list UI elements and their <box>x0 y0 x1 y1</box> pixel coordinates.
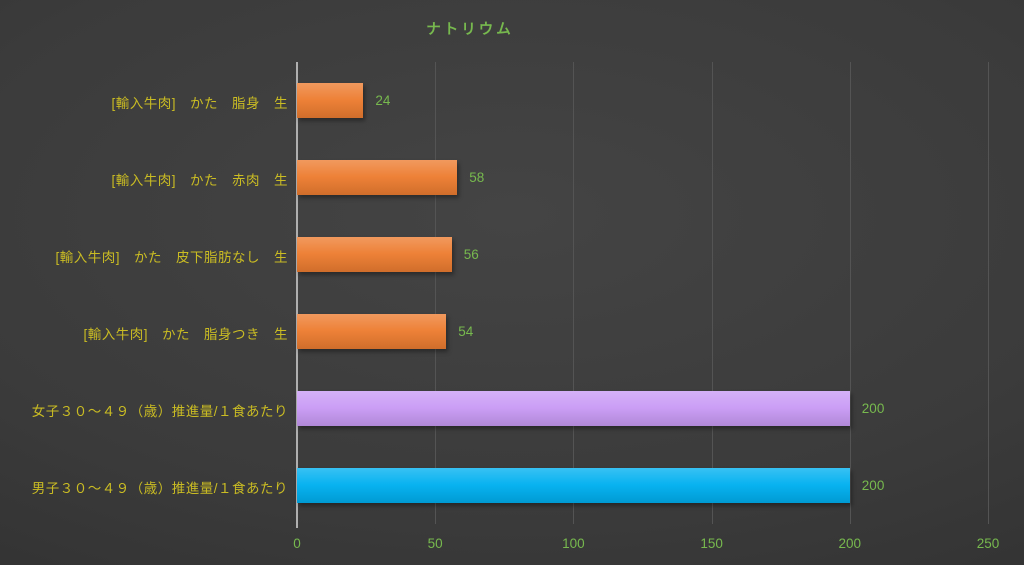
bar <box>297 160 458 195</box>
category-label: [輸入牛肉] かた 脂身つき 生 <box>83 326 288 342</box>
y-axis-line <box>296 62 298 528</box>
data-label: 200 <box>861 477 885 493</box>
data-label: 54 <box>458 323 474 339</box>
data-label: 56 <box>463 246 479 262</box>
chart-title: ナトリウム <box>426 22 514 38</box>
data-label: 58 <box>469 169 485 185</box>
x-axis-tick-label: 50 <box>427 536 443 551</box>
vertical-gridline <box>849 62 851 524</box>
category-label: [輸入牛肉] かた 赤肉 生 <box>111 172 288 188</box>
x-axis-tick-label: 100 <box>562 536 585 551</box>
data-label: 200 <box>861 400 885 416</box>
vertical-gridline <box>711 62 713 524</box>
vertical-gridline <box>435 62 437 524</box>
category-label: 女子３０～４９（歳）推進量/１食あたり <box>31 403 288 419</box>
category-label: [輸入牛肉] かた 脂身 生 <box>111 95 288 111</box>
x-axis-tick-label: 0 <box>293 536 301 551</box>
bar <box>297 314 447 349</box>
category-label: [輸入牛肉] かた 皮下脂肪なし 生 <box>55 249 288 265</box>
vertical-gridline <box>573 62 575 524</box>
x-axis-tick-label: 250 <box>976 536 1000 551</box>
x-axis-tick-label: 150 <box>700 536 723 551</box>
bar <box>297 468 850 503</box>
x-axis-tick-label: 200 <box>838 536 862 551</box>
bar <box>297 83 364 118</box>
bar <box>297 237 452 272</box>
bar <box>297 391 850 426</box>
category-label: 男子３０～４９（歳）推進量/１食あたり <box>31 480 288 496</box>
data-label: 24 <box>375 92 391 108</box>
vertical-gridline <box>988 62 989 524</box>
